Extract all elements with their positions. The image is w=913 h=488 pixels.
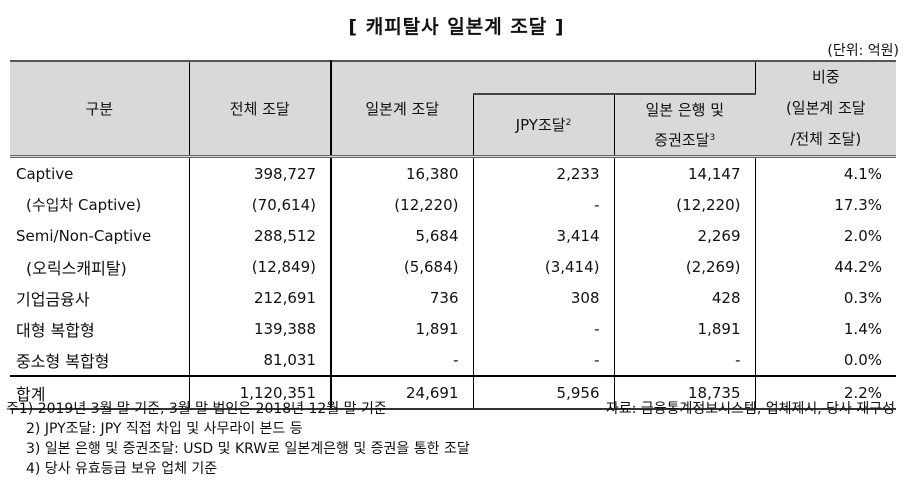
- cell-bank: 14,147: [614, 156, 756, 189]
- table-row: 대형 복합형 139,388 1,891 - 1,891 1.4%: [10, 313, 896, 344]
- row-label: Captive: [10, 156, 190, 189]
- cell-bank: 428: [614, 282, 756, 313]
- funding-table: 구분 전체 조달 일본계 조달 비중 (일본계 조달 /전체 조달) JPY조달…: [10, 60, 896, 410]
- total-japan: 24,691: [331, 375, 474, 410]
- cell-japan: 1,891: [331, 313, 474, 344]
- total-label: 합계: [10, 375, 190, 410]
- cell-total: 212,691: [189, 282, 332, 313]
- total-total: 1,120,351: [189, 375, 332, 410]
- cell-total: 139,388: [189, 313, 332, 344]
- cell-total: 81,031: [189, 344, 332, 376]
- header-jpy-funding: JPY조달2: [472, 93, 615, 158]
- header-japan-group-blank: [473, 60, 756, 94]
- row-label: 기업금융사: [10, 282, 190, 313]
- cell-bank: 1,891: [614, 313, 756, 344]
- cell-japan: -: [331, 344, 474, 376]
- cell-ratio: 1.4%: [843, 319, 882, 338]
- cell-ratio: 0.3%: [843, 288, 882, 307]
- row-label: Semi/Non-Captive: [10, 220, 190, 251]
- cell-ratio: 17.3%: [834, 195, 882, 214]
- header-category: 구분: [10, 60, 190, 158]
- cell-japan: 16,380: [331, 156, 474, 189]
- cell-jpy: -: [473, 313, 615, 344]
- table-row: (오릭스캐피탈) (12,849) (5,684) (3,414) (2,269…: [10, 251, 896, 282]
- cell-bank: (2,269): [614, 251, 756, 282]
- cell-jpy: 308: [473, 282, 615, 313]
- header-japan-funding: 일본계 조달: [331, 60, 473, 158]
- cell-jpy: (3,414): [473, 251, 615, 282]
- header-total-funding: 전체 조달: [189, 60, 332, 158]
- cell-bank: -: [614, 344, 756, 376]
- cell-ratio: 0.0%: [843, 350, 882, 369]
- footnote-2: 2) JPY조달: JPY 직접 차입 및 사무라이 본드 등: [26, 421, 303, 437]
- cell-total: 398,727: [189, 156, 332, 189]
- source-note: 자료: 금융통계정보시스템, 업체제시, 당사 재구성: [605, 401, 895, 417]
- unit-label: (단위: 억원): [827, 43, 899, 59]
- cell-ratio: 2.0%: [843, 226, 882, 245]
- cell-jpy: 3,414: [473, 220, 615, 251]
- footnote-4: 4) 당사 유효등급 보유 업체 기준: [26, 461, 218, 477]
- table-row: 중소형 복합형 81,031 - - - 0.0%: [10, 344, 896, 376]
- header-ratio: 비중 (일본계 조달 /전체 조달): [755, 60, 896, 158]
- row-label: (오릭스캐피탈): [10, 251, 190, 282]
- cell-ratio: 4.1%: [843, 164, 882, 183]
- header-bank-securities: 일본 은행 및 증권조달3: [613, 93, 755, 158]
- header-ratio-line2: (일본계 조달: [785, 99, 866, 117]
- footnote-3: 3) 일본 은행 및 증권조달: USD 및 KRW로 일본계은행 및 증권을 …: [26, 441, 470, 457]
- table-row: (수입차 Captive) (70,614) (12,220) - (12,22…: [10, 189, 896, 220]
- cell-jpy: -: [473, 189, 615, 220]
- header-ratio-line1: 비중: [811, 68, 840, 86]
- table-row: Captive 398,727 16,380 2,233 14,147 4.1%: [10, 156, 896, 189]
- row-label: 중소형 복합형: [10, 344, 190, 376]
- cell-total: (70,614): [189, 189, 332, 220]
- cell-japan: 5,684: [331, 220, 474, 251]
- total-bank: 18,735: [614, 375, 756, 410]
- cell-japan: (5,684): [331, 251, 474, 282]
- table-row: 기업금융사 212,691 736 308 428 0.3%: [10, 282, 896, 313]
- cell-japan: 736: [331, 282, 474, 313]
- header-ratio-line3: /전체 조달): [790, 130, 862, 148]
- total-ratio: 2.2%: [755, 375, 896, 410]
- cell-ratio: 44.2%: [834, 257, 882, 276]
- table-row: Semi/Non-Captive 288,512 5,684 3,414 2,2…: [10, 220, 896, 251]
- cell-total: (12,849): [189, 251, 332, 282]
- row-label: (수입차 Captive): [10, 189, 190, 220]
- footnotes: 주1) 2019년 3월 말 기준, 3월 말 법인은 2018년 12월 말 …: [6, 399, 470, 479]
- page-title: [ 캐피탈사 일본계 조달 ]: [348, 16, 565, 38]
- cell-bank: (12,220): [614, 189, 756, 220]
- row-label: 대형 복합형: [10, 313, 190, 344]
- cell-total: 288,512: [189, 220, 332, 251]
- total-row: 합계 1,120,351 24,691 5,956 18,735 2.2%: [10, 375, 896, 410]
- cell-jpy: 2,233: [473, 156, 615, 189]
- total-jpy: 5,956: [473, 375, 615, 410]
- cell-jpy: -: [473, 344, 615, 376]
- cell-japan: (12,220): [331, 189, 474, 220]
- footnote-1: 주1) 2019년 3월 말 기준, 3월 말 법인은 2018년 12월 말 …: [6, 401, 387, 417]
- cell-bank: 2,269: [614, 220, 756, 251]
